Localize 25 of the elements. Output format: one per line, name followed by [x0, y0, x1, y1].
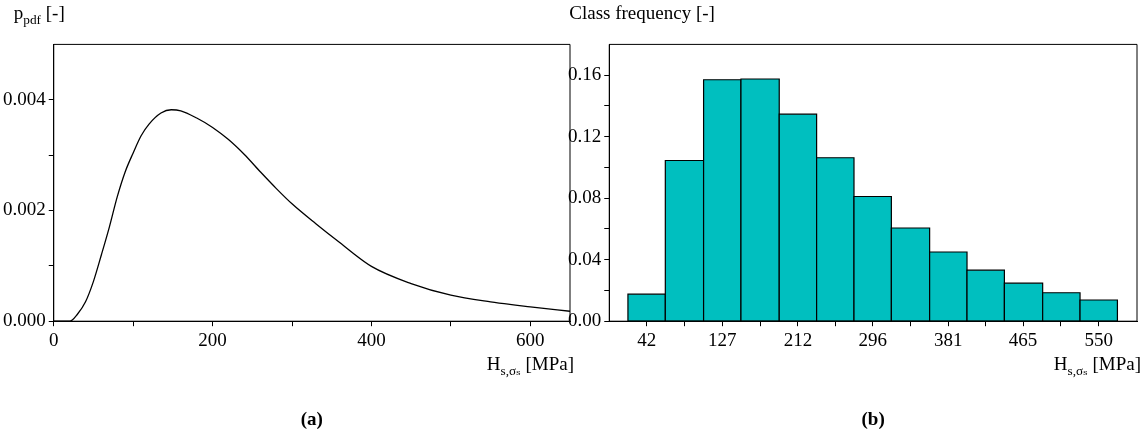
y-tick-label: 0.00	[568, 309, 602, 331]
y-tick-label: 0.12	[568, 124, 602, 146]
x-tick-label: 400	[357, 328, 386, 350]
y-tick-label: 0.002	[3, 198, 46, 220]
y-axis-title: p$_{pdf}$ [-]	[13, 2, 65, 28]
y-tick-label: 0.000	[3, 309, 46, 331]
y-axis-title: Class frequency [-]	[569, 2, 715, 24]
x-tick-label: 600	[516, 328, 545, 350]
x-axis-title: H$_{s,σₛ}$ [MPa]	[1053, 353, 1141, 379]
x-tick-label: 42	[637, 328, 657, 350]
x-tick-label: 0	[49, 328, 59, 350]
text: (b)	[860, 408, 886, 430]
y-tick-label: 0.08	[568, 186, 602, 208]
x-tick-label: 465	[1008, 328, 1038, 350]
x-tick-label: 200	[198, 328, 227, 350]
x-tick-label: 381	[934, 328, 963, 350]
text: (a)	[299, 408, 324, 430]
y-tick-label: 0.04	[568, 247, 602, 269]
x-tick-label: 296	[858, 328, 887, 350]
x-axis-title: H$_{s,σₛ}$ [MPa]	[486, 353, 574, 379]
y-tick-label: 0.16	[568, 63, 602, 85]
x-tick-label: 550	[1084, 328, 1113, 350]
y-tick-label: 0.004	[3, 87, 47, 109]
x-tick-label: 127	[708, 328, 737, 350]
x-tick-label: 212	[783, 328, 813, 350]
